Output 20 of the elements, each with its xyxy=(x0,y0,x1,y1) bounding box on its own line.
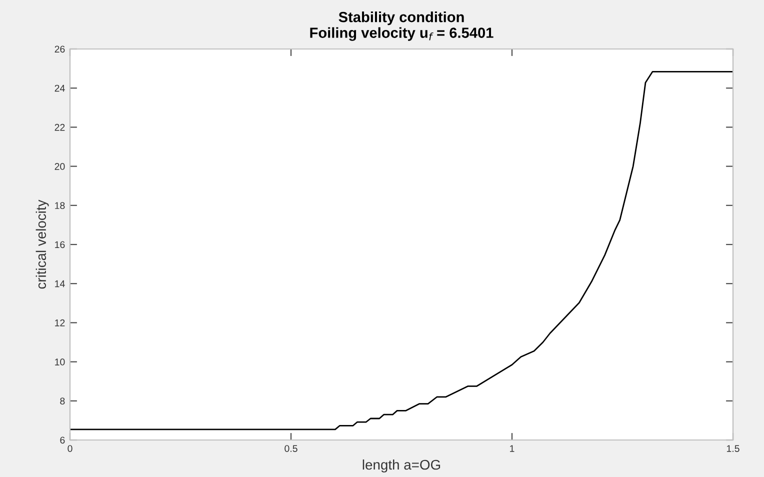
line-series xyxy=(70,70,733,430)
y-tick-label: 22 xyxy=(54,124,65,131)
x-tick-label: 1 xyxy=(510,445,514,452)
x-tick-label: 1.5 xyxy=(726,445,740,452)
y-tick-label: 14 xyxy=(55,280,65,288)
y-tick-label: 26 xyxy=(54,46,65,53)
y-tick-label: 16 xyxy=(55,241,65,248)
y-tick-label: 24 xyxy=(54,84,65,92)
y-axis-title: critical velocity xyxy=(36,200,49,289)
x-axis-title: length a=OG xyxy=(362,459,440,472)
y-tick-label: 12 xyxy=(55,319,65,326)
y-tick-label: 20 xyxy=(54,163,65,170)
chart-title: Stability condition xyxy=(338,12,464,26)
y-tick-label: 6 xyxy=(60,436,65,444)
x-tick-label: 0 xyxy=(68,445,72,452)
x-tick-label: 0.5 xyxy=(284,445,298,452)
y-tick-label: 18 xyxy=(55,202,65,210)
y-tick-label: 10 xyxy=(55,358,65,366)
y-tick-label: 8 xyxy=(60,398,65,405)
chart-subtitle: Foiling velocity u$_{f}$ = 6.5401 xyxy=(310,27,494,41)
